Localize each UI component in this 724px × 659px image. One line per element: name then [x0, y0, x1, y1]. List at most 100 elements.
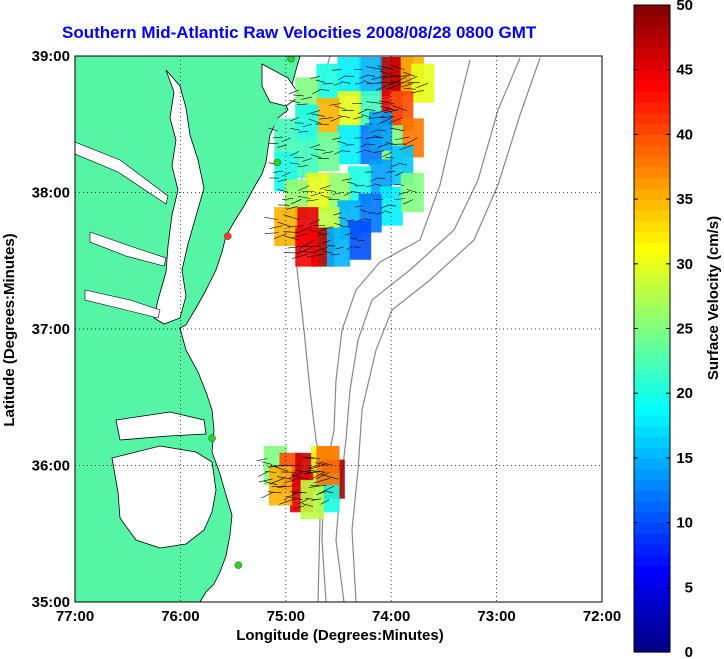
velocity-arrow	[317, 233, 329, 236]
velocity-arrow	[365, 108, 376, 111]
colorbar-swatch	[634, 630, 670, 642]
velocity-arrow	[337, 140, 347, 145]
velocity-arrow	[390, 143, 406, 145]
velocity-arrow	[398, 191, 410, 195]
x-tick-label: 73:00	[477, 608, 515, 625]
velocity-arrow	[394, 198, 406, 201]
velocity-arrow	[321, 226, 334, 231]
colorbar-swatch	[634, 253, 670, 265]
velocity-arrow	[360, 209, 368, 213]
velocity-arrow	[277, 188, 289, 193]
velocity-arrow	[291, 233, 308, 239]
colorbar-swatch	[634, 511, 670, 524]
velocity-arrow	[331, 253, 340, 256]
colorbar-swatch	[634, 382, 670, 394]
velocity-arrow	[404, 76, 418, 83]
velocity-arrow	[281, 137, 291, 143]
hf-radar-station	[208, 434, 216, 442]
james-river	[84, 289, 161, 319]
velocity-arrow	[256, 458, 268, 462]
velocity-arrow	[367, 143, 376, 146]
colorbar-tick-label: 10	[676, 515, 693, 532]
velocity-arrow	[341, 81, 351, 84]
velocity-arrow	[382, 151, 393, 158]
velocity-arrow	[258, 471, 269, 477]
velocity-arrow	[283, 478, 300, 484]
velocity-arrow	[356, 150, 364, 154]
velocity-arrow	[383, 109, 399, 114]
colorbar-swatch	[634, 134, 670, 146]
velocity-arrow	[395, 75, 410, 78]
velocity-arrow	[361, 114, 372, 118]
velocity-arrow	[301, 96, 312, 100]
colorbar-swatch	[634, 533, 670, 545]
velocity-arrow	[379, 70, 397, 77]
velocity-arrow	[307, 118, 322, 124]
velocity-arrow	[320, 499, 330, 505]
velocity-arrow	[416, 83, 428, 89]
velocity-arrow	[269, 225, 283, 229]
colorbar-swatch	[634, 80, 670, 92]
velocity-arrow	[379, 116, 395, 118]
x-tick-label: 77:00	[56, 608, 94, 625]
velocity-cell	[379, 186, 403, 226]
colorbar-swatch	[634, 328, 670, 340]
velocity-arrow	[286, 206, 298, 210]
velocity-arrow	[404, 137, 418, 146]
x-tick-label: 74:00	[372, 608, 410, 625]
y-tick-label: 37:00	[32, 321, 70, 338]
velocity-arrow	[390, 163, 399, 167]
velocity-arrow	[344, 75, 355, 77]
velocity-arrow	[278, 498, 295, 505]
velocity-cell	[358, 56, 382, 96]
velocity-arrow	[327, 245, 336, 247]
velocity-arrow	[371, 75, 389, 80]
velocity-arrow	[302, 158, 312, 162]
velocity-arrow	[302, 123, 312, 128]
colorbar-swatch	[634, 5, 670, 17]
velocity-arrow	[385, 157, 394, 159]
rappahannock-river	[89, 231, 167, 267]
velocity-arrow	[319, 185, 331, 190]
velocity-arrow	[335, 246, 344, 250]
velocity-arrow	[269, 478, 285, 485]
velocity-arrow	[372, 109, 389, 115]
colorbar-tick-label: 40	[676, 126, 693, 143]
colorbar-tick-label: 15	[676, 450, 693, 467]
velocity-arrow	[367, 74, 376, 77]
velocity-arrow	[282, 214, 299, 220]
velocity-arrow	[377, 117, 393, 125]
velocity-arrow	[268, 142, 279, 145]
velocity-arrow	[363, 80, 372, 84]
colorbar-swatch	[634, 48, 670, 60]
velocity-arrow	[345, 219, 355, 222]
velocity-arrow	[377, 143, 389, 148]
velocity-arrow	[370, 129, 378, 134]
velocity-arrow	[372, 136, 384, 139]
velocity-arrow	[292, 94, 304, 97]
velocity-arrow	[308, 484, 327, 488]
velocity-arrow	[323, 490, 334, 494]
colorbar-swatch	[634, 317, 670, 330]
colorbar-tick-label: 45	[676, 62, 693, 79]
colorbar-swatch	[634, 501, 670, 513]
colorbar-swatch	[634, 339, 670, 351]
velocity-arrow	[365, 184, 374, 188]
velocity-arrow	[273, 170, 283, 173]
velocity-arrow	[378, 100, 394, 104]
velocity-arrow	[302, 457, 315, 459]
velocity-arrow	[315, 462, 328, 466]
velocity-arrow	[357, 109, 368, 114]
velocity-arrow	[287, 225, 304, 228]
velocity-arrow	[309, 144, 321, 149]
velocity-arrow	[387, 204, 397, 207]
velocity-arrow	[315, 79, 326, 83]
colorbar-tick-label: 5	[685, 579, 693, 596]
colorbar-swatch	[634, 15, 670, 28]
velocity-arrow	[334, 222, 343, 227]
velocity-arrow	[265, 471, 277, 473]
isobath-2000m	[351, 57, 541, 602]
axis-ticks: 77:00 76:00 75:00 74:00 73:00 72:00 39:00 38:00…	[32, 48, 622, 625]
velocity-arrow	[272, 136, 283, 139]
velocity-arrow	[264, 216, 278, 220]
